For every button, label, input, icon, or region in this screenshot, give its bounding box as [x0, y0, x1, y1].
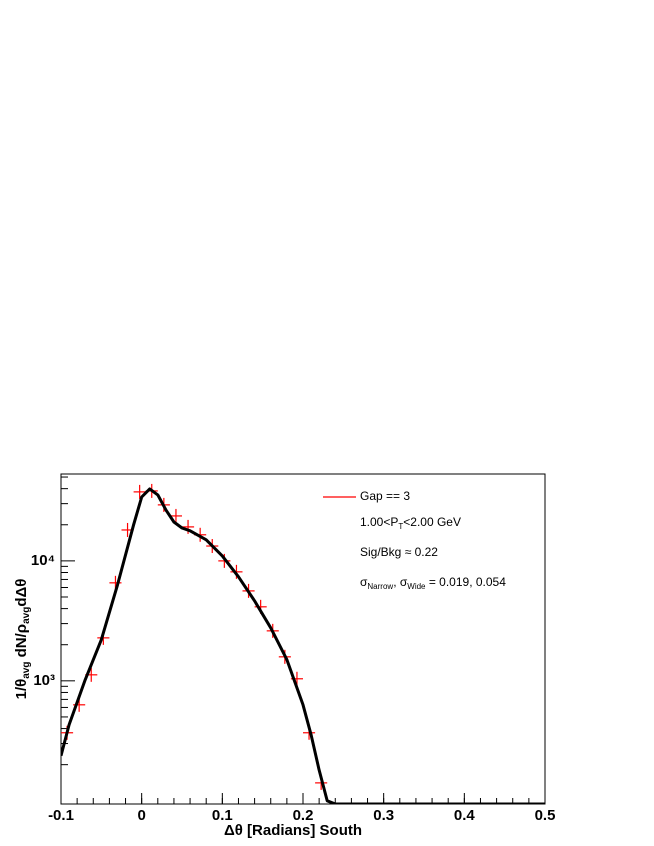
text-part: dΔθ [13, 579, 30, 607]
text-part: T [398, 522, 403, 531]
x-tick-label: -0.1 [48, 807, 74, 824]
fit-curve [61, 487, 545, 804]
text-part: Wide [407, 582, 426, 591]
data-point [169, 508, 182, 523]
text-part: dN/ρ [13, 624, 30, 662]
x-tick-label: 0.4 [454, 807, 476, 824]
text-part: avg [21, 662, 32, 679]
annotation: Sig/Bkg ≈ 0.22 [360, 545, 438, 559]
text-part: σ [360, 575, 368, 589]
x-tick-label: 0.2 [293, 807, 314, 824]
text-part: 1/θ [13, 679, 30, 700]
text-part: avg [21, 607, 32, 624]
x-tick-label: 0 [137, 807, 145, 824]
text-part: , σ [393, 575, 408, 589]
annotation: 1.00<PT<2.00 GeV [360, 515, 461, 531]
data-point [133, 484, 146, 499]
y-axis-label: 1/θavg dN/ρavgdΔθ [13, 579, 32, 700]
text-part: = 0.019, 0.054 [426, 575, 507, 589]
text-part: Sig/Bkg ≈ 0.22 [360, 545, 438, 559]
y-tick-label: 10³ [33, 672, 55, 689]
text-part: 1.00<P [360, 515, 398, 529]
x-tick-label: 0.5 [535, 807, 556, 824]
legend-label: Gap == 3 [360, 489, 410, 503]
y-tick-label: 10⁴ [31, 552, 55, 569]
annotation: σNarrow, σWide = 0.019, 0.054 [360, 575, 506, 591]
x-tick-label: 0.1 [212, 807, 233, 824]
x-axis-label: Δθ [Radians] South [224, 822, 362, 839]
x-tick-label: 0.3 [373, 807, 394, 824]
text-part: Narrow [367, 582, 393, 591]
text-part: <2.00 GeV [403, 515, 461, 529]
